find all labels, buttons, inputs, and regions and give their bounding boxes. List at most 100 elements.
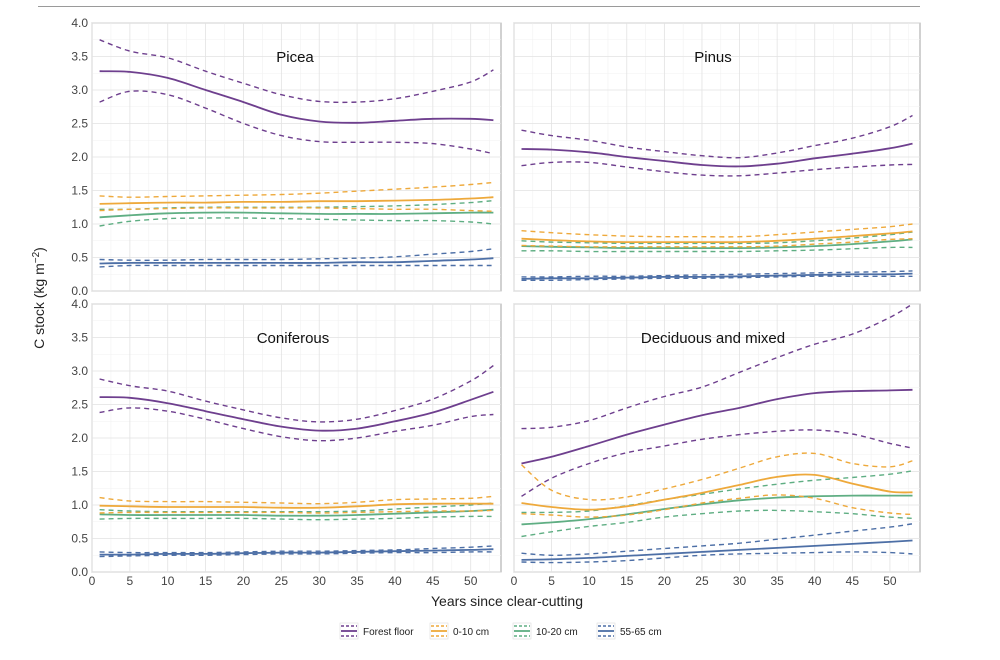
y-tick-label: 1.5 (71, 184, 88, 198)
series-55-65-cm-upper-ci (521, 270, 913, 278)
legend-item-10-20-cm: 10-20 cm (512, 622, 578, 640)
series-0-10-cm-lower-ci (521, 238, 913, 248)
series-55-65-cm-mean (99, 548, 494, 556)
series-forest-floor-mean (521, 388, 913, 465)
y-tick-label: 2.5 (71, 117, 88, 131)
series-forest-floor-lower-ci (99, 90, 494, 155)
y-tick-label: 3.0 (71, 83, 88, 97)
y-axis-label-text: C stock (kg m (31, 263, 47, 349)
x-tick-label: 15 (199, 574, 213, 588)
series-55-65-cm-upper-ci (521, 523, 913, 557)
series-forest-floor-upper-ci (521, 114, 913, 159)
panel-title: Coniferous (257, 330, 330, 347)
series-0-10-cm-upper-ci (99, 495, 494, 505)
y-tick-label: 1.0 (71, 217, 88, 231)
x-tick-label: 0 (89, 574, 96, 588)
series-forest-floor-mean (99, 390, 494, 432)
series-10-20-cm-upper-ci (521, 231, 913, 245)
series-10-20-cm-mean (99, 508, 494, 517)
x-tick-label: 20 (658, 574, 672, 588)
legend-item-0-10-cm: 0-10 cm (429, 622, 489, 640)
panel-title: Pinus (694, 49, 732, 66)
panel-title: Picea (276, 49, 314, 66)
series-10-20-cm-lower-ci (99, 515, 494, 521)
legend-item-forest-floor: Forest floor (339, 622, 414, 640)
y-tick-label: 3.5 (71, 331, 88, 345)
y-tick-label: 4.0 (71, 297, 88, 311)
series-forest-floor-upper-ci (99, 365, 494, 423)
x-tick-label: 35 (770, 574, 784, 588)
x-tick-label: 35 (350, 574, 364, 588)
series-55-65-cm-lower-ci (521, 275, 913, 282)
x-tick-label: 25 (275, 574, 289, 588)
series-55-65-cm-mean (521, 272, 913, 280)
x-axis-label: Years since clear-cutting (431, 593, 583, 609)
panel-title: Deciduous and mixed (641, 330, 785, 347)
series-10-20-cm-upper-ci (521, 470, 913, 514)
series-10-20-cm-lower-ci (521, 246, 913, 253)
x-tick-label: 40 (388, 574, 402, 588)
x-tick-label: 45 (426, 574, 440, 588)
y-tick-label: 0.5 (71, 532, 88, 546)
panel-pinus: Pinus (513, 22, 921, 292)
series-55-65-cm-lower-ci (521, 551, 913, 564)
series-0-10-cm-lower-ci (99, 509, 494, 514)
x-tick-label: 5 (127, 574, 134, 588)
legend-label: 10-20 cm (536, 627, 578, 638)
series-10-20-cm-mean (521, 494, 913, 526)
series-55-65-cm-upper-ci (99, 248, 494, 261)
series-0-10-cm-mean (521, 230, 913, 244)
y-tick-label: 0.0 (71, 284, 88, 298)
x-tick-label: 5 (548, 574, 555, 588)
x-tick-label: 40 (808, 574, 822, 588)
legend-label: 0-10 cm (453, 627, 489, 638)
y-tick-label: 2.5 (71, 398, 88, 412)
y-axis-label-close: ) (31, 247, 47, 252)
top-divider (38, 6, 920, 7)
y-axis-label-superscript: −2 (31, 251, 42, 263)
panel-coniferous: 0.0 0.5 1.0 1.5 2.0 2.5 3.0 3.5 4.0 0 5 10 15 20 25 30 3… (71, 297, 502, 588)
panel-deciduous-and-mixed: 0 5 10 15 20 25 30 35 40 45 50 Deciduous and mixed (511, 303, 921, 588)
series-0-10-cm-upper-ci (521, 452, 913, 501)
x-tick-label: 15 (620, 574, 634, 588)
series-forest-floor-upper-ci (99, 39, 494, 104)
series-0-10-cm-mean (99, 502, 494, 509)
y-tick-label: 3.0 (71, 364, 88, 378)
series-0-10-cm-lower-ci (99, 207, 494, 212)
series-forest-floor-mean (521, 142, 913, 168)
x-tick-label: 25 (695, 574, 709, 588)
legend-label: 55-65 cm (620, 627, 662, 638)
series-forest-floor-mean (99, 70, 494, 124)
x-tick-label: 20 (237, 574, 251, 588)
x-tick-label: 10 (161, 574, 175, 588)
x-tick-label: 30 (313, 574, 327, 588)
series-forest-floor-lower-ci (521, 161, 913, 177)
series-forest-floor-upper-ci (521, 303, 913, 430)
series-0-10-cm-mean (521, 473, 913, 511)
series-0-10-cm-upper-ci (99, 181, 494, 198)
y-tick-label: 0.0 (71, 565, 88, 579)
series-0-10-cm-mean (99, 196, 494, 205)
y-tick-label: 2.0 (71, 150, 88, 164)
panel-picea: 0.0 0.5 1.0 1.5 2.0 2.5 3.0 3.5 4.0 Picea (71, 16, 502, 298)
x-tick-label: 45 (846, 574, 860, 588)
series-10-20-cm-lower-ci (99, 217, 494, 227)
series-55-65-cm-mean (521, 539, 913, 561)
legend-item-55-65-cm: 55-65 cm (596, 622, 662, 640)
series-55-65-cm-mean (99, 257, 494, 265)
series-0-10-cm-upper-ci (521, 223, 913, 238)
x-tick-label: 10 (583, 574, 597, 588)
y-tick-label: 1.5 (71, 465, 88, 479)
series-0-10-cm-lower-ci (521, 494, 913, 518)
chart-panels: 0.0 0.5 1.0 1.5 2.0 2.5 3.0 3.5 4.0 Picea Pinus 0.0… (71, 16, 921, 588)
series-10-20-cm-mean (99, 211, 494, 219)
legend-label: Forest floor (363, 627, 414, 638)
legend: Forest floor 0-10 cm 10-20 cm 55-65 cm (339, 622, 662, 640)
x-tick-label: 50 (464, 574, 478, 588)
series-10-20-cm-lower-ci (521, 509, 913, 538)
y-tick-label: 1.0 (71, 498, 88, 512)
y-tick-label: 0.5 (71, 251, 88, 265)
y-tick-label: 4.0 (71, 16, 88, 30)
series-10-20-cm-upper-ci (99, 502, 494, 513)
x-tick-label: 0 (511, 574, 518, 588)
